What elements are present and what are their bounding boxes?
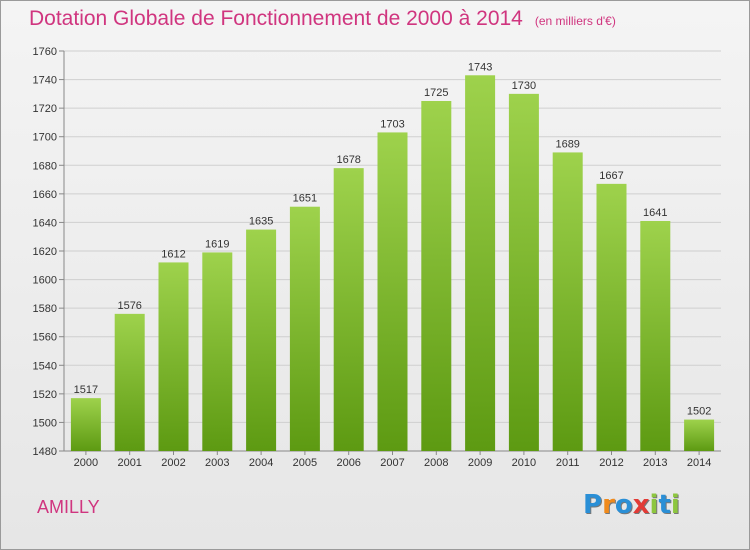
x-tick-label: 2014 <box>687 457 711 469</box>
logo-letter: r <box>602 490 615 520</box>
data-label: 1743 <box>468 61 492 73</box>
data-label: 1641 <box>643 207 667 219</box>
logo-letter: P <box>583 490 603 520</box>
bar <box>421 101 452 451</box>
x-tick-label: 2003 <box>205 457 229 469</box>
y-tick-label: 1480 <box>33 446 57 458</box>
bar <box>508 93 539 451</box>
y-tick-label: 1520 <box>33 389 57 401</box>
y-tick-label: 1680 <box>33 160 57 172</box>
data-label: 1619 <box>205 238 229 250</box>
bar <box>377 132 408 451</box>
y-tick-label: 1620 <box>33 246 57 258</box>
bar <box>684 419 715 451</box>
bar <box>202 252 233 451</box>
data-label: 1667 <box>599 170 623 182</box>
y-tick-label: 1740 <box>33 75 57 87</box>
x-tick-label: 2002 <box>161 457 185 469</box>
data-label: 1635 <box>249 216 273 228</box>
data-label: 1725 <box>424 87 448 99</box>
data-label: 1678 <box>336 154 360 166</box>
chart-title-text: Dotation Globale de Fonctionnement de 20… <box>29 7 523 30</box>
proxiti-logo: Proxiti <box>583 490 680 520</box>
x-tick-label: 2006 <box>336 457 360 469</box>
y-tick-label: 1700 <box>33 132 57 144</box>
bar <box>246 229 277 451</box>
x-tick-label: 2012 <box>599 457 623 469</box>
y-tick-label: 1600 <box>33 275 57 287</box>
bar <box>333 168 364 451</box>
data-label: 1703 <box>380 118 404 130</box>
data-label: 1576 <box>117 300 141 312</box>
bar <box>596 183 627 451</box>
data-label: 1612 <box>161 248 185 260</box>
bar <box>158 262 189 451</box>
x-tick-label: 2001 <box>117 457 141 469</box>
x-tick-label: 2010 <box>512 457 536 469</box>
data-label: 1502 <box>687 406 711 418</box>
x-tick-label: 2008 <box>424 457 448 469</box>
y-tick-label: 1580 <box>33 303 57 315</box>
data-label: 1517 <box>74 384 98 396</box>
y-tick-label: 1640 <box>33 217 57 229</box>
bar <box>465 75 496 452</box>
x-tick-label: 2009 <box>468 457 492 469</box>
data-label: 1689 <box>555 138 579 150</box>
commune-name: AMILLY <box>37 497 100 517</box>
logo-letter: t <box>658 490 671 520</box>
y-tick-label: 1500 <box>33 417 57 429</box>
logo-letter: o <box>614 490 633 520</box>
bar <box>114 313 145 451</box>
logo-letter: i <box>649 490 659 520</box>
y-tick-label: 1540 <box>33 360 57 372</box>
x-tick-label: 2005 <box>293 457 317 469</box>
chart-subtitle: (en milliers d'€) <box>534 14 616 28</box>
x-tick-label: 2013 <box>643 457 667 469</box>
logo-letter: x <box>632 490 650 520</box>
bar <box>289 206 320 451</box>
y-tick-label: 1560 <box>33 332 57 344</box>
y-tick-label: 1660 <box>33 189 57 201</box>
x-tick-label: 2000 <box>74 457 98 469</box>
bar <box>640 221 671 451</box>
x-tick-label: 2007 <box>380 457 404 469</box>
logo-letter: i <box>670 490 680 520</box>
chart-title: Dotation Globale de Fonctionnement de 20… <box>29 7 616 31</box>
y-tick-label: 1720 <box>33 103 57 115</box>
y-tick-label: 1760 <box>33 46 57 58</box>
bar <box>552 152 583 451</box>
x-tick-label: 2004 <box>249 457 273 469</box>
data-label: 1730 <box>512 80 536 92</box>
bar <box>70 398 101 451</box>
data-label: 1651 <box>293 193 317 205</box>
x-tick-label: 2011 <box>556 457 580 469</box>
